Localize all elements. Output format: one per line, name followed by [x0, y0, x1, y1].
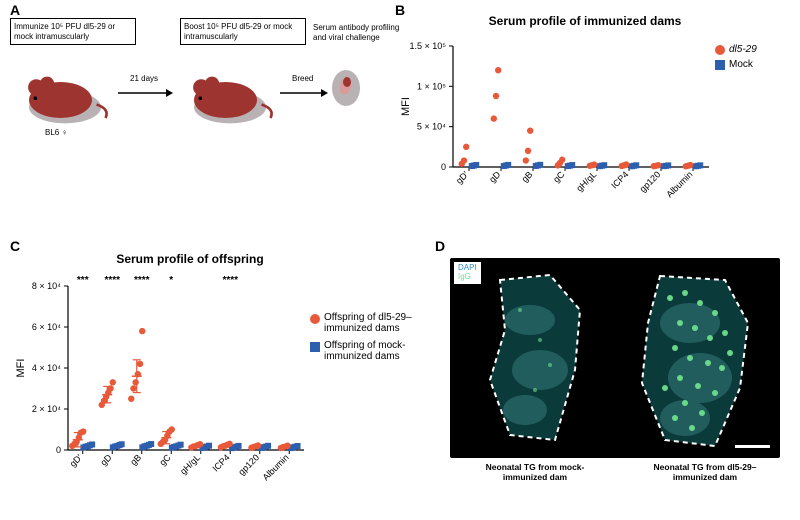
- svg-text:ICP4: ICP4: [609, 169, 630, 190]
- embryo-icon: [330, 68, 362, 108]
- mouse1-label: BL6 ♀: [45, 128, 67, 137]
- svg-text:6 × 10⁴: 6 × 10⁴: [32, 322, 61, 332]
- panel-b-chart: 0 5 × 10⁴ 1 × 10⁵ 1.5 × 10⁵ MFI gD' gD gB gC gH/g…: [395, 28, 715, 223]
- svg-text:0: 0: [441, 162, 446, 172]
- panel-label-d: D: [435, 238, 445, 254]
- dapi-label: DAPI: [458, 263, 477, 272]
- legend-item-dl529: dl5-29: [715, 44, 757, 55]
- svg-text:****: ****: [104, 275, 120, 286]
- svg-text:gC: gC: [551, 169, 567, 185]
- tissue-right-icon: [630, 268, 760, 453]
- svg-text:2 × 10⁴: 2 × 10⁴: [32, 404, 61, 414]
- legend-item-mock-off: Offspring of mock- immunized dams: [310, 340, 430, 362]
- legend-mock-label: Mock: [729, 59, 753, 70]
- svg-text:Albumin: Albumin: [664, 169, 694, 199]
- panel-a-box2: Boost 10⁵ PFU dl5-29 or mock intramuscul…: [180, 18, 306, 45]
- mouse-icon: [20, 63, 110, 128]
- dapi-legend-box: DAPI IgG: [454, 262, 481, 284]
- panel-b: Serum profile of immunized dams 0 5 × 10⁴…: [395, 14, 790, 224]
- panel-c-chart: 0 2 × 10⁴ 4 × 10⁴ 6 × 10⁴ 8 × 10⁴ MFI gD' gD gB g…: [10, 268, 310, 506]
- panel-b-title: Serum profile of immunized dams: [475, 14, 695, 28]
- svg-text:8 × 10⁴: 8 × 10⁴: [32, 281, 61, 291]
- panel-a-box1: Immunize 10⁵ PFU dl5-29 or mock intramus…: [10, 18, 136, 45]
- svg-text:gH/gL: gH/gL: [574, 169, 598, 193]
- svg-text:1 × 10⁵: 1 × 10⁵: [417, 81, 446, 91]
- svg-text:gB: gB: [520, 169, 535, 184]
- svg-text:gp120: gp120: [638, 169, 663, 194]
- svg-text:gD': gD': [454, 169, 471, 186]
- svg-text:gD: gD: [98, 452, 114, 468]
- panel-c-title: Serum profile of offspring: [90, 252, 290, 266]
- panel-label-a: A: [10, 2, 20, 18]
- panel-c: Serum profile of offspring 0 2 × 10⁴ 4 × 1…: [10, 252, 430, 512]
- legend-mock-off-label: Offspring of mock- immunized dams: [324, 340, 406, 362]
- arrow2-icon: [280, 83, 328, 103]
- svg-text:4 × 10⁴: 4 × 10⁴: [32, 363, 61, 373]
- legend-item-mock: Mock: [715, 59, 757, 70]
- svg-text:****: ****: [222, 275, 238, 286]
- svg-text:MFI: MFI: [400, 97, 412, 116]
- panel-d: DAPI IgG: [450, 258, 785, 508]
- caption-left: Neonatal TG from mock- immunized dam: [460, 462, 610, 482]
- svg-text:Albumin: Albumin: [261, 452, 291, 482]
- breed-label: Breed: [292, 74, 313, 83]
- arrow1-icon: [118, 83, 173, 103]
- circle-icon: [310, 314, 320, 324]
- svg-text:gD: gD: [487, 169, 503, 185]
- panel-a: Immunize 10⁵ PFU dl5-29 or mock intramus…: [10, 18, 330, 158]
- panel-b-legend: dl5-29 Mock: [715, 44, 757, 74]
- svg-text:***: ***: [77, 275, 89, 286]
- igg-label: IgG: [458, 272, 471, 281]
- svg-text:*: *: [169, 275, 173, 286]
- svg-text:0: 0: [56, 445, 61, 455]
- svg-text:gH/gL: gH/gL: [178, 452, 202, 476]
- circle-icon: [715, 45, 725, 55]
- panel-c-legend: Offspring of dl5-29– immunized dams Offs…: [310, 312, 430, 366]
- square-icon: [715, 60, 725, 70]
- legend-dl529-off-label: Offspring of dl5-29– immunized dams: [324, 312, 412, 334]
- svg-text:5 × 10⁴: 5 × 10⁴: [417, 122, 446, 132]
- mouse-icon: [185, 63, 275, 128]
- scalebar-icon: [735, 445, 770, 448]
- svg-text:gp120: gp120: [236, 452, 261, 477]
- svg-text:gB: gB: [128, 452, 143, 467]
- caption-right: Neonatal TG from dl5-29– immunized dam: [625, 462, 785, 482]
- square-icon: [310, 342, 320, 352]
- svg-text:1.5 × 10⁵: 1.5 × 10⁵: [409, 41, 446, 51]
- panel-d-image: DAPI IgG: [450, 258, 780, 458]
- svg-text:MFI: MFI: [15, 359, 27, 378]
- legend-dl529-label: dl5-29: [729, 44, 757, 55]
- svg-text:****: ****: [134, 275, 150, 286]
- svg-text:gC: gC: [157, 452, 173, 468]
- arrow1-label: 21 days: [130, 74, 158, 83]
- legend-item-dl529-off: Offspring of dl5-29– immunized dams: [310, 312, 430, 334]
- svg-text:ICP4: ICP4: [210, 452, 231, 473]
- tissue-left-icon: [480, 270, 600, 450]
- svg-text:gD': gD': [68, 452, 85, 469]
